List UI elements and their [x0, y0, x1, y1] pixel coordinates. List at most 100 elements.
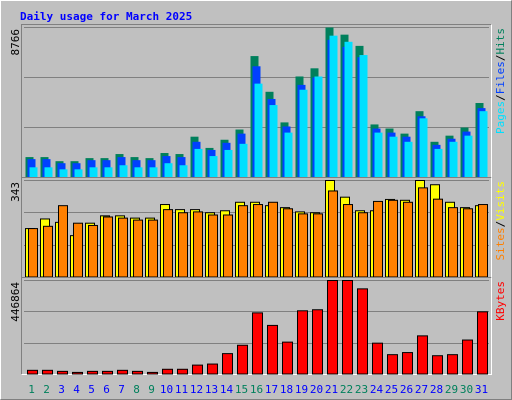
x-tick-label: 5	[88, 383, 95, 396]
x-tick-label: 30	[460, 383, 473, 396]
bar	[387, 354, 398, 375]
bar	[119, 165, 128, 177]
x-tick-label: 27	[415, 383, 428, 396]
bar	[464, 135, 473, 177]
bar	[402, 352, 413, 375]
bar	[73, 222, 83, 278]
bar	[269, 105, 278, 177]
bar	[148, 219, 158, 278]
bar	[284, 132, 293, 177]
legend-separator: /	[494, 221, 507, 228]
x-tick-label: 21	[325, 383, 338, 396]
bar	[164, 163, 173, 177]
x-tick-label: 26	[400, 383, 413, 396]
y-tick-label: 343	[9, 182, 22, 202]
bar	[194, 148, 203, 177]
bar	[357, 288, 368, 375]
bar	[449, 141, 458, 177]
bar	[342, 280, 353, 375]
x-tick-label: 8	[133, 383, 140, 396]
legend-separator: /	[494, 55, 507, 62]
legend-entry: Files	[494, 61, 507, 94]
x-tick-label: 11	[175, 383, 188, 396]
bar	[162, 368, 173, 375]
y-tick-label: 446864	[9, 282, 22, 322]
x-tick-label: 23	[355, 383, 368, 396]
legend-separator: /	[494, 94, 507, 101]
bar	[343, 204, 353, 278]
bar	[448, 207, 458, 278]
bar	[372, 342, 383, 375]
legend: Sites/Visits	[494, 181, 507, 261]
x-tick-label: 28	[430, 383, 443, 396]
bar	[419, 118, 428, 177]
bar	[42, 369, 53, 375]
bar	[118, 217, 128, 278]
bar	[58, 205, 68, 278]
bar	[44, 167, 53, 177]
legend: Pages/Files/Hits	[494, 28, 507, 134]
bar	[117, 369, 128, 375]
bar	[267, 324, 278, 375]
bar	[207, 363, 218, 375]
bar	[327, 280, 338, 375]
y-tick-label: 8766	[9, 29, 22, 56]
x-tick-label: 14	[220, 383, 234, 396]
bar	[478, 204, 488, 278]
bar	[479, 111, 488, 177]
bar	[404, 141, 413, 177]
bar	[477, 311, 488, 375]
x-tick-label: 9	[148, 383, 155, 396]
x-tick-label: 12	[190, 383, 203, 396]
x-tick-label: 3	[58, 383, 65, 396]
x-tick-label: 31	[475, 383, 488, 396]
bar	[299, 89, 308, 177]
legend-entry: KBytes	[494, 281, 507, 321]
bar	[282, 341, 293, 375]
x-tick-label: 6	[103, 383, 110, 396]
bar	[462, 339, 473, 375]
bar	[328, 190, 338, 278]
x-tick-label: 7	[118, 383, 125, 396]
bar	[209, 156, 218, 177]
bar	[27, 369, 38, 375]
bar	[89, 167, 98, 177]
bar	[163, 209, 173, 278]
panel-border-dark	[21, 24, 492, 178]
bar	[373, 200, 383, 278]
bar	[312, 309, 323, 375]
legend-entry: Hits	[494, 28, 507, 55]
bar	[178, 212, 188, 278]
bar	[239, 143, 248, 177]
bar	[268, 201, 278, 278]
bar	[403, 201, 413, 278]
bar	[433, 198, 443, 278]
x-tick-label: 29	[445, 383, 458, 396]
bar	[329, 35, 338, 177]
bar	[432, 355, 443, 375]
bar	[104, 167, 113, 177]
bar	[298, 213, 308, 278]
bar	[254, 83, 263, 177]
bar	[147, 371, 158, 375]
chart-title: Daily usage for March 2025	[20, 10, 192, 23]
x-tick-label: 10	[160, 383, 173, 396]
bar	[313, 213, 323, 278]
bar	[374, 132, 383, 177]
bar	[59, 169, 68, 177]
x-tick-label: 15	[235, 383, 248, 396]
bar	[238, 205, 248, 278]
x-tick-label: 13	[205, 383, 218, 396]
bar	[222, 353, 233, 375]
bar	[223, 214, 233, 278]
bar	[132, 370, 143, 375]
x-tick-label: 25	[385, 383, 398, 396]
bar	[179, 165, 188, 177]
bar	[74, 169, 83, 177]
bar	[389, 136, 398, 177]
bar	[388, 199, 398, 278]
bar	[193, 211, 203, 278]
bar	[253, 204, 263, 278]
